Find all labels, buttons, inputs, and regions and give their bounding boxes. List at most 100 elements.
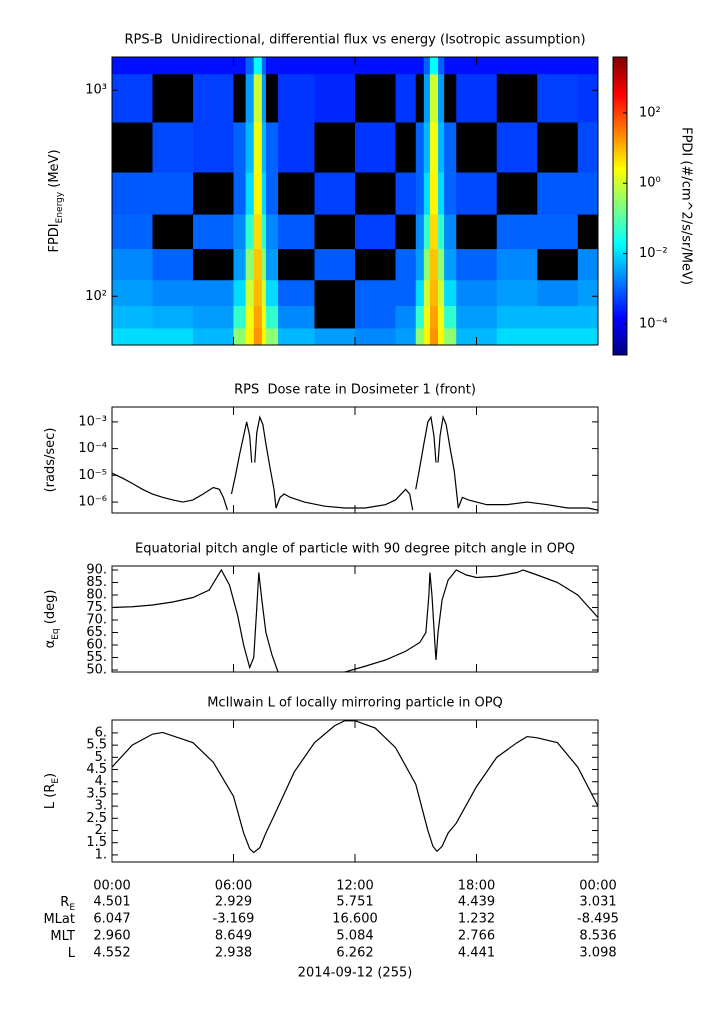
panel-title: McIlwain L of locally mirroring particle… xyxy=(207,696,503,711)
heatmap-cell xyxy=(395,305,417,329)
heatmap-cell xyxy=(152,172,194,215)
heatmap-cell xyxy=(438,248,445,281)
heatmap-cell xyxy=(152,57,194,75)
colorbar-slice xyxy=(613,270,627,274)
colorbar-slice xyxy=(613,166,627,170)
ephemeris-label-part: E xyxy=(69,903,75,913)
heatmap-cell xyxy=(415,73,425,123)
colorbar-slice xyxy=(613,203,627,207)
heatmap-cell xyxy=(423,57,431,75)
heatmap-cell xyxy=(415,122,425,173)
heatmap-cell xyxy=(278,305,315,329)
heatmap-cell xyxy=(278,214,315,250)
panel-title: RPS Dose rate in Dosimeter 1 (front) xyxy=(234,383,476,398)
heatmap-cell xyxy=(233,248,246,281)
heatmap-cell xyxy=(257,279,263,306)
colorbar-slice xyxy=(613,59,627,63)
colorbar-slice xyxy=(613,337,627,341)
heatmap-cell xyxy=(456,172,498,215)
y-tick-label: 50. xyxy=(86,663,107,678)
heatmap-cell xyxy=(257,305,263,329)
heatmap-cell xyxy=(112,172,153,215)
x-tick-label: 00:00 xyxy=(93,879,130,894)
heatmap-cell xyxy=(261,73,267,123)
heatmap-cell xyxy=(265,248,279,281)
y-tick-label: 6. xyxy=(95,725,107,740)
colorbar-slice xyxy=(613,69,627,73)
y-tick-label: 2. xyxy=(95,823,107,838)
heatmap-cell xyxy=(193,57,234,75)
heatmap-cell xyxy=(245,248,255,281)
heatmap-cell xyxy=(444,279,457,306)
heatmap-cell xyxy=(314,248,356,281)
heatmap-cell xyxy=(429,279,435,306)
colorbar-slice xyxy=(613,163,627,167)
heatmap-cell xyxy=(152,248,194,281)
heatmap-cell xyxy=(496,305,538,329)
ephemeris-value: 2.938 xyxy=(215,946,252,961)
heatmap-cell xyxy=(253,248,259,281)
colorbar-slice xyxy=(613,285,627,289)
heatmap-cell xyxy=(433,57,439,75)
heatmap-cell xyxy=(193,172,234,215)
y-axis-label-part: Eq xyxy=(51,628,61,639)
ephemeris-value: 6.262 xyxy=(336,946,373,961)
colorbar-slice xyxy=(613,79,627,83)
colorbar-slice xyxy=(613,265,627,269)
heatmap-cell xyxy=(395,73,417,123)
heatmap-cell xyxy=(233,328,246,345)
heatmap-cell xyxy=(423,122,431,173)
heatmap-cell xyxy=(429,73,435,123)
heatmap-cell xyxy=(577,172,598,215)
colorbar-slice xyxy=(613,213,627,217)
heatmap-cell xyxy=(496,214,538,250)
heatmap-cell xyxy=(278,248,315,281)
colorbar-slice xyxy=(613,146,627,150)
y-tick-label: 3.5 xyxy=(86,786,107,801)
ephemeris-value: 2.766 xyxy=(458,929,495,944)
colorbar-slice xyxy=(613,121,627,125)
colorbar-slice xyxy=(613,345,627,349)
y-tick-label: 65. xyxy=(86,625,107,640)
heatmap-cell xyxy=(496,122,538,173)
colorbar-slice xyxy=(613,76,627,80)
heatmap-cell xyxy=(261,214,267,250)
heatmap-cell xyxy=(438,305,445,329)
heatmap-cell xyxy=(261,172,267,215)
heatmap-cell xyxy=(233,172,246,215)
heatmap-cell xyxy=(278,73,315,123)
colorbar-slice xyxy=(613,310,627,314)
colorbar-slice xyxy=(613,116,627,120)
heatmap-cell xyxy=(355,122,396,173)
colorbar-slice xyxy=(613,66,627,70)
colorbar-slice xyxy=(613,347,627,351)
heatmap-cell xyxy=(253,328,259,345)
heatmap-cell xyxy=(395,279,417,306)
colorbar-slice xyxy=(613,183,627,187)
heatmap-cell xyxy=(257,328,263,345)
heatmap-cell xyxy=(433,214,439,250)
y-tick-label: 4. xyxy=(95,774,107,789)
colorbar-slice xyxy=(613,176,627,180)
heatmap-cell xyxy=(456,122,498,173)
ephemeris-value: 3.031 xyxy=(579,895,616,910)
heatmap-cell xyxy=(233,57,246,75)
colorbar-tick-label: 10⁻² xyxy=(639,246,668,261)
y-axis-label: L (RE) xyxy=(43,773,61,809)
colorbar-slice xyxy=(613,235,627,239)
colorbar-slice xyxy=(613,114,627,118)
heatmap-cell xyxy=(395,214,417,250)
colorbar-slice xyxy=(613,278,627,281)
ephemeris-label-part: MLat xyxy=(43,912,75,927)
y-axis-label: (rads/sec) xyxy=(43,428,58,493)
ephemeris-value: 5.751 xyxy=(336,895,373,910)
heatmap-cell xyxy=(253,57,259,75)
heatmap-cell xyxy=(429,248,435,281)
colorbar-slice xyxy=(613,263,627,267)
heatmap-cell xyxy=(261,122,267,173)
heatmap-cell xyxy=(265,57,279,75)
heatmap-cell xyxy=(577,214,598,250)
heatmap-cell xyxy=(257,57,263,75)
heatmap-cell xyxy=(152,122,194,173)
